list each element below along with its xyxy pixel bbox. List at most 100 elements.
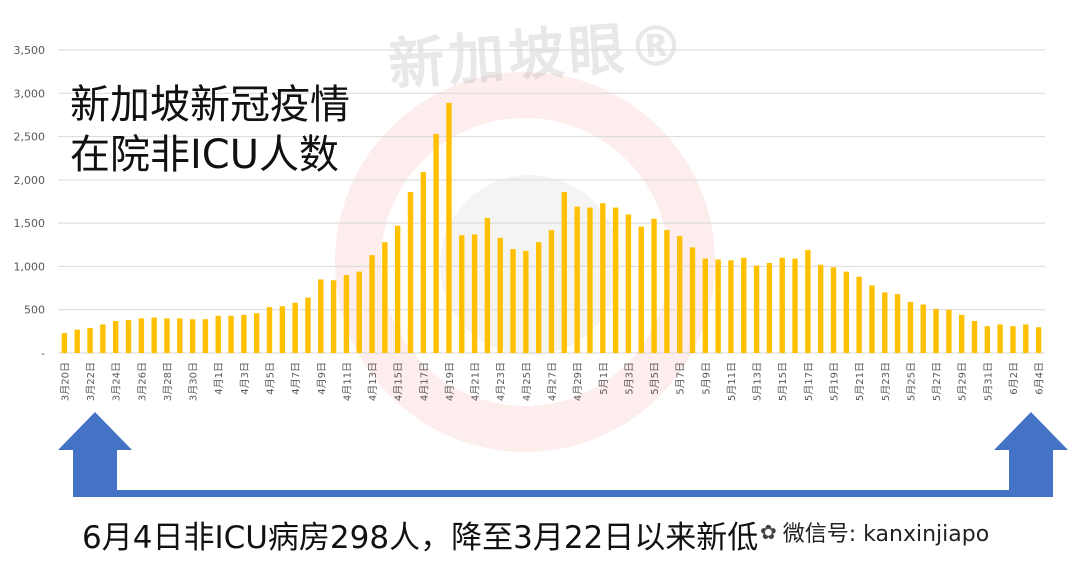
wechat-icon: ✿ bbox=[760, 520, 777, 544]
x-tick-label: 4月25日 bbox=[521, 362, 533, 401]
x-tick-label: 4月9日 bbox=[316, 362, 328, 395]
bar bbox=[971, 320, 978, 353]
bar bbox=[958, 314, 965, 353]
bar bbox=[766, 262, 773, 353]
bar bbox=[266, 307, 273, 353]
bar bbox=[407, 191, 414, 353]
x-tick-label: 4月19日 bbox=[444, 362, 456, 401]
y-tick-label: 500 bbox=[24, 304, 45, 317]
title-line-2: 在院非ICU人数 bbox=[70, 132, 340, 178]
bar bbox=[728, 260, 734, 353]
bar bbox=[202, 319, 209, 353]
x-tick-label: 5月11日 bbox=[726, 362, 738, 401]
bar bbox=[869, 285, 875, 353]
y-tick-label: 1,500 bbox=[14, 217, 46, 230]
bar bbox=[715, 259, 721, 353]
bar bbox=[664, 230, 670, 353]
bar bbox=[882, 292, 888, 353]
bar bbox=[894, 294, 901, 353]
bar bbox=[946, 309, 952, 353]
bar bbox=[189, 319, 196, 353]
x-tick-label: 3月28日 bbox=[162, 362, 174, 401]
bar bbox=[151, 317, 157, 353]
bar bbox=[651, 218, 657, 353]
bar bbox=[369, 255, 375, 353]
bar bbox=[228, 315, 234, 353]
bar bbox=[87, 327, 93, 353]
bar bbox=[933, 308, 939, 353]
y-tick-label: - bbox=[41, 347, 45, 360]
bar bbox=[984, 326, 991, 353]
bar bbox=[907, 301, 914, 353]
bar bbox=[241, 314, 247, 353]
bar bbox=[779, 257, 785, 353]
bar bbox=[625, 214, 632, 353]
bar bbox=[61, 333, 68, 353]
bar bbox=[459, 235, 465, 353]
x-tick-label: 5月23日 bbox=[880, 362, 892, 401]
bar bbox=[676, 236, 683, 353]
bar bbox=[471, 234, 478, 353]
x-tick-label: 5月13日 bbox=[752, 362, 764, 401]
bar bbox=[741, 257, 747, 353]
bar bbox=[574, 206, 580, 353]
bar bbox=[561, 191, 568, 353]
bar bbox=[305, 297, 311, 353]
bar bbox=[830, 267, 837, 353]
bar bbox=[382, 242, 388, 353]
arrow-annotation bbox=[58, 412, 1068, 497]
bars bbox=[61, 102, 1042, 354]
bar bbox=[343, 275, 350, 353]
x-tick-label: 3月24日 bbox=[111, 362, 123, 401]
bar bbox=[1010, 326, 1016, 353]
x-tick-label: 5月1日 bbox=[598, 362, 610, 395]
bar bbox=[753, 265, 760, 353]
x-tick-label: 3月30日 bbox=[188, 362, 200, 401]
bar bbox=[548, 230, 555, 353]
title-line-1: 新加坡新冠疫情 bbox=[70, 82, 350, 128]
y-tick-label: 3,000 bbox=[14, 87, 46, 100]
x-tick-label: 5月7日 bbox=[675, 362, 687, 395]
credit-text: 微信号: kanxinjiapo bbox=[782, 522, 990, 547]
bar bbox=[523, 250, 529, 353]
x-tick-label: 5月27日 bbox=[931, 362, 943, 401]
bar bbox=[112, 320, 119, 353]
x-tick-label: 5月9日 bbox=[700, 362, 712, 395]
x-tick-label: 5月19日 bbox=[829, 362, 841, 401]
bar bbox=[420, 172, 427, 353]
bar bbox=[535, 242, 542, 353]
chart-title: 新加坡新冠疫情 在院非ICU人数 bbox=[70, 80, 350, 180]
bar bbox=[177, 318, 183, 353]
x-tick-label: 4月15日 bbox=[393, 362, 405, 401]
x-tick-label: 5月3日 bbox=[623, 362, 635, 395]
y-tick-label: 3,500 bbox=[14, 44, 46, 57]
x-tick-label: 5月25日 bbox=[905, 362, 917, 401]
x-tick-label: 4月23日 bbox=[495, 362, 507, 401]
x-tick-label: 6月2日 bbox=[1008, 362, 1020, 395]
bar bbox=[510, 249, 516, 353]
x-tick-label: 4月21日 bbox=[470, 362, 482, 401]
x-tick-label: 5月31日 bbox=[982, 362, 994, 401]
bar bbox=[997, 324, 1003, 353]
bar bbox=[856, 276, 862, 353]
x-tick-label: 4月13日 bbox=[367, 362, 379, 401]
bar bbox=[394, 225, 401, 353]
y-tick-label: 1,000 bbox=[14, 260, 46, 273]
bar bbox=[689, 247, 696, 353]
bar bbox=[292, 302, 298, 353]
x-tick-label: 3月20日 bbox=[59, 362, 71, 401]
left-arrow bbox=[58, 412, 132, 490]
x-tick-label: 5月17日 bbox=[803, 362, 815, 401]
x-tick-label: 5月5日 bbox=[649, 362, 661, 395]
bar bbox=[253, 313, 260, 353]
bar bbox=[125, 320, 132, 353]
bar bbox=[484, 217, 491, 353]
bar bbox=[843, 271, 850, 353]
credit: ✿ 微信号: kanxinjiapo bbox=[760, 516, 989, 548]
x-tick-label: 3月26日 bbox=[136, 362, 148, 401]
bar bbox=[446, 102, 452, 354]
y-tick-label: 2,500 bbox=[14, 131, 46, 144]
bar bbox=[792, 258, 798, 353]
bar bbox=[1023, 324, 1029, 353]
